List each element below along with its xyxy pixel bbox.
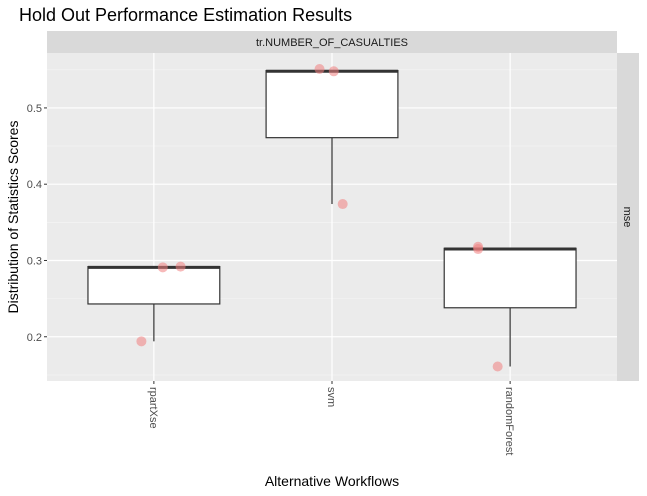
data-point (473, 244, 484, 255)
data-point (175, 261, 186, 272)
data-point (492, 361, 503, 372)
x-tick-label: rpartXse (147, 387, 159, 429)
x-axis-title: Alternative Workflows (265, 473, 399, 489)
x-tick-label: svm (325, 387, 337, 407)
chart-title: Hold Out Performance Estimation Results (19, 5, 352, 25)
data-point (328, 66, 339, 77)
facet-strip-right-label: mse (621, 207, 633, 228)
box-iqr (87, 265, 221, 305)
boxplot-randomForest (443, 247, 577, 367)
data-points (136, 64, 503, 372)
y-tick-label: 0.5 (27, 103, 42, 115)
x-axis: rpartXse svm randomForest (147, 381, 515, 455)
data-point (314, 64, 325, 75)
x-tick-label: randomForest (503, 387, 515, 455)
data-point (157, 262, 168, 273)
y-axis: 0.2 0.3 0.4 0.5 (27, 103, 47, 344)
data-point (136, 336, 147, 347)
facet-strip-top-label: tr.NUMBER_OF_CASUALTIES (256, 37, 408, 49)
boxplots (87, 69, 577, 367)
y-tick-label: 0.2 (27, 332, 42, 344)
y-tick-label: 0.3 (27, 255, 42, 267)
boxplot-rpartXse (87, 265, 221, 342)
data-point (337, 199, 348, 210)
facet-strip-right (617, 53, 639, 381)
y-tick-label: 0.4 (27, 179, 42, 191)
y-axis-title: Distribution of Statistics Scores (5, 121, 21, 314)
facet-strip-top (47, 31, 617, 53)
box-iqr (265, 69, 399, 139)
box-iqr (443, 247, 577, 309)
